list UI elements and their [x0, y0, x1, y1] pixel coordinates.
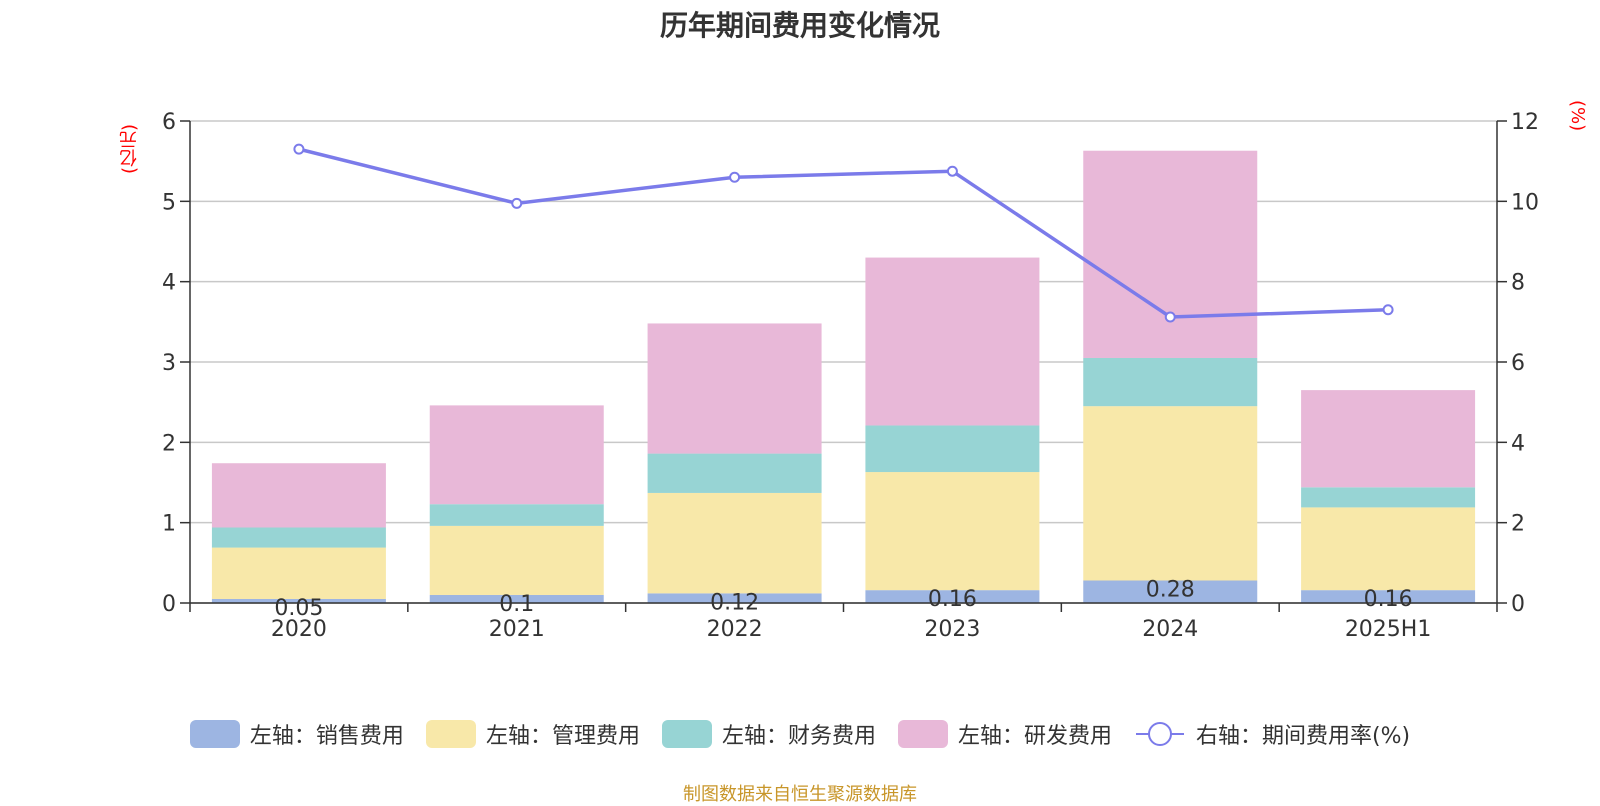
y-tick-label-right: 0 [1511, 592, 1525, 617]
line-point [729, 171, 741, 183]
bar-segment [1083, 150, 1258, 358]
chart-title: 历年期间费用变化情况 [659, 9, 940, 42]
y-tick-label-left: 3 [162, 351, 176, 376]
legend-label-admin: 左轴：管理费用 [485, 724, 640, 749]
line-point [1382, 304, 1394, 316]
legend-label-finance: 左轴：财务费用 [721, 724, 876, 749]
x-tick-label: 2022 [707, 617, 763, 642]
x-tick-label: 2025H1 [1345, 617, 1432, 642]
y-tick-label-left: 4 [162, 271, 176, 296]
legend-swatch-rnd [897, 720, 948, 748]
data-label: 0.12 [710, 590, 759, 615]
bar-segment [1083, 406, 1258, 581]
bar-segment [211, 527, 386, 548]
bar-segment [647, 492, 822, 594]
data-label: 0.16 [928, 587, 977, 612]
y-tick-label-right: 10 [1511, 190, 1539, 215]
bar-segment [647, 593, 822, 603]
bar-segment [865, 425, 1040, 473]
bar-segment [429, 525, 604, 595]
bar-segment [647, 323, 822, 454]
bar-segment [647, 453, 822, 493]
data-label: 0.16 [1364, 587, 1413, 612]
data-label: 0.28 [1146, 578, 1195, 603]
y-tick-label-right: 4 [1511, 431, 1525, 456]
legend-item-admin[interactable]: 左轴：管理费用 [425, 718, 640, 750]
x-tick-label: 2021 [489, 617, 545, 642]
bar-segment [865, 590, 1040, 603]
y-tick-label-left: 5 [162, 190, 176, 215]
line-point [511, 197, 523, 209]
legend-item-sales[interactable]: 左轴：销售费用 [189, 718, 404, 750]
y-tick-label-left: 6 [162, 110, 176, 135]
bar-segment [211, 463, 386, 528]
legend-swatch-admin [425, 720, 476, 748]
line-point [293, 143, 305, 155]
legend-label-rnd: 左轴：研发费用 [957, 724, 1112, 749]
bar-segment [1083, 357, 1258, 407]
legend-item-finance[interactable]: 左轴：财务费用 [661, 718, 876, 750]
right-axis-unit: (%) [1567, 100, 1588, 132]
bar-segment [1301, 507, 1476, 591]
legend-swatch-expense-ratio [1135, 722, 1184, 746]
y-tick-label-left: 2 [162, 431, 176, 456]
bar-segment [1301, 390, 1476, 488]
legend-label-sales: 左轴：销售费用 [249, 724, 404, 749]
legend: 左轴：销售费用 左轴：管理费用 左轴：财务费用 左轴：研发费用 右轴：期间费用率… [0, 718, 1600, 750]
bar-segment [429, 405, 604, 505]
source-note: 制图数据来自恒生聚源数据库 [683, 784, 917, 805]
x-tick-label: 2020 [271, 617, 327, 642]
data-label: 0.05 [274, 596, 323, 621]
bar-segment [865, 472, 1040, 591]
y-tick-label-right: 12 [1511, 110, 1539, 135]
bar-segment [1301, 590, 1476, 603]
legend-label-expense-ratio: 右轴：期间费用率(%) [1195, 724, 1411, 749]
y-tick-label-left: 0 [162, 592, 176, 617]
legend-swatch-sales [189, 720, 240, 748]
bar-segment [1083, 580, 1258, 603]
bar-segment [1301, 487, 1476, 508]
legend-swatch-finance [661, 720, 712, 748]
bar-segment [429, 504, 604, 526]
legend-item-expense-ratio[interactable]: 右轴：期间费用率(%) [1134, 718, 1410, 750]
bar-segment [211, 547, 386, 599]
bar-segment [429, 594, 604, 603]
bar-segment [865, 257, 1040, 426]
y-tick-label-right: 8 [1511, 271, 1525, 296]
y-tick-label-right: 6 [1511, 351, 1525, 376]
legend-item-rnd[interactable]: 左轴：研发费用 [897, 718, 1112, 750]
line-point [946, 165, 958, 177]
y-tick-label-right: 2 [1511, 512, 1525, 537]
y-tick-label-left: 1 [162, 512, 176, 537]
expense-ratio-line [298, 147, 1389, 319]
line-point [1164, 311, 1176, 323]
bar-segment [211, 598, 386, 603]
x-tick-label: 2024 [1142, 617, 1198, 642]
x-tick-label: 2023 [924, 617, 980, 642]
data-label: 0.1 [499, 592, 534, 617]
